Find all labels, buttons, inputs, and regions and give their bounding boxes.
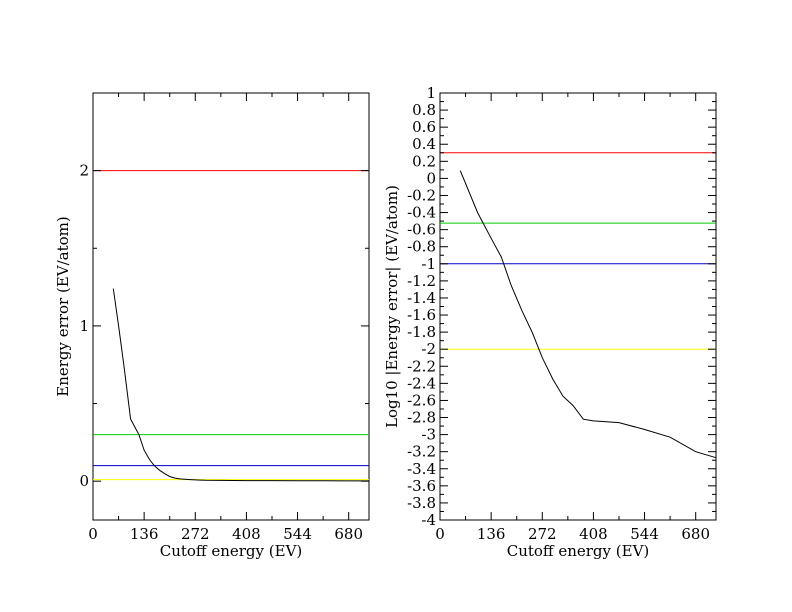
y-tick-label: -1 <box>421 255 436 273</box>
y-tick-label: -3 <box>421 426 436 444</box>
x-tick-label: 136 <box>477 525 506 543</box>
y-tick-label: -2.8 <box>407 409 436 427</box>
x-tick-label: 544 <box>630 525 659 543</box>
series-line-1 <box>459 170 717 459</box>
y-tick-label: -1.8 <box>407 323 436 341</box>
x-axis-label: Cutoff energy (EV) <box>160 542 303 560</box>
y-tick-label: 1 <box>79 317 89 335</box>
y-tick-label: -3.8 <box>407 494 436 512</box>
y-tick-label: -3.6 <box>407 477 436 495</box>
y-tick-label: 0 <box>79 472 89 490</box>
y-tick-label: -0.2 <box>407 186 436 204</box>
y-tick-label: -0.4 <box>407 204 436 222</box>
x-tick-label: 136 <box>130 525 159 543</box>
y-tick-label: 2 <box>79 162 89 180</box>
y-tick-label: -1.2 <box>407 272 436 290</box>
x-tick-label: 408 <box>232 525 261 543</box>
y-tick-label: -2 <box>421 340 436 358</box>
plot-frame <box>439 92 717 521</box>
y-tick-label: -2.2 <box>407 357 436 375</box>
y-tick-label: -3.2 <box>407 443 436 461</box>
x-tick-label: 0 <box>435 525 445 543</box>
y-tick-label: 1 <box>426 84 436 102</box>
y-tick-label: -1.6 <box>407 306 436 324</box>
x-tick-label: 680 <box>681 525 710 543</box>
y-tick-label: 0.4 <box>412 135 436 153</box>
y-tick-label: 0.6 <box>412 118 436 136</box>
y-tick-label: -4 <box>421 511 436 529</box>
y-tick-label: -2.4 <box>407 374 436 392</box>
x-tick-label: 272 <box>528 525 557 543</box>
y-tick-label: -2.6 <box>407 391 436 409</box>
plot-frame <box>92 92 370 521</box>
left-plot: 0 136 272 408 544 680 0 1 2 Cutoff energy (EV) Ene… <box>54 92 370 560</box>
y-tick-label: -0.6 <box>407 221 436 239</box>
y-tick-label: -1.4 <box>407 289 436 307</box>
y-tick-label: 0.8 <box>412 101 436 119</box>
series-line-1 <box>112 288 369 482</box>
right-plot: 0 136 272 408 544 68010.80.60.40.20-0.2-0.4-0… <box>383 84 717 560</box>
x-tick-label: 272 <box>181 525 210 543</box>
x-tick-label: 408 <box>579 525 608 543</box>
y-tick-label: -0.8 <box>407 238 436 256</box>
x-tick-label: 544 <box>283 525 312 543</box>
y-axis-label: Log10 |Energy error| (EV/atom) <box>383 185 401 428</box>
y-tick-label: 0 <box>426 169 436 187</box>
y-axis-label: Energy error (EV/atom) <box>54 216 72 396</box>
y-tick-label: 0.2 <box>412 152 436 170</box>
y-tick-label: -3.4 <box>407 460 436 478</box>
x-axis-label: Cutoff energy (EV) <box>507 542 650 560</box>
x-tick-label: 680 <box>334 525 363 543</box>
x-tick-label: 0 <box>88 525 98 543</box>
